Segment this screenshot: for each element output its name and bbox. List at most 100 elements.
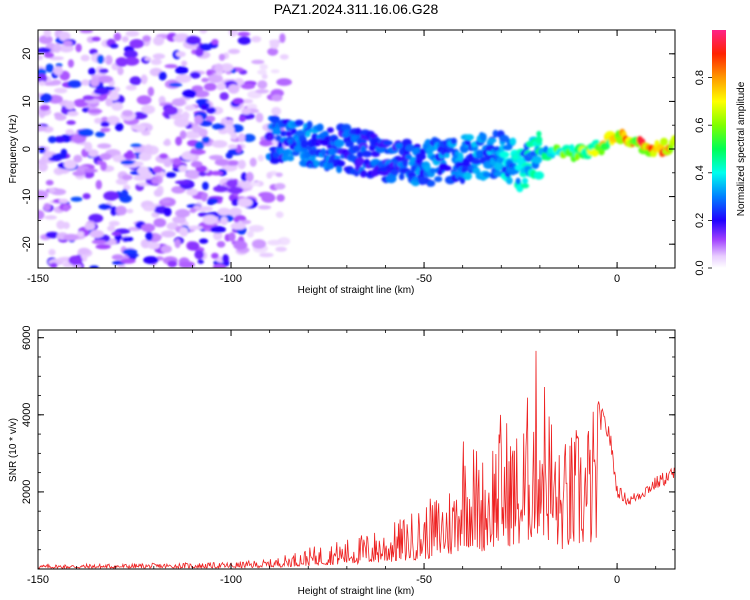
heatmap-cell	[194, 115, 203, 125]
heatmap-cell	[359, 169, 367, 178]
heatmap-cell	[44, 215, 57, 220]
heatmap-cell	[107, 225, 116, 232]
heatmap-cell	[163, 140, 172, 146]
heatmap-cell	[257, 205, 272, 210]
heatmap-cell	[213, 185, 229, 193]
heatmap-cell	[58, 31, 71, 42]
heatmap-cell	[228, 144, 238, 149]
heatmap-cell	[251, 59, 265, 65]
heatmap-cell	[259, 139, 273, 147]
heatmap-cell	[126, 253, 139, 258]
heatmap-cell	[115, 57, 128, 67]
heatmap-cell	[294, 119, 304, 127]
heatmap-cell	[281, 153, 289, 162]
x-tick-label: -150	[27, 574, 49, 586]
heatmap-cell	[84, 222, 96, 231]
heatmap-cell	[398, 173, 405, 181]
heatmap-cell	[237, 31, 251, 37]
heatmap-cell	[67, 80, 82, 88]
heatmap-cell	[213, 231, 223, 241]
heatmap-cell	[190, 161, 203, 168]
heatmap-cell	[172, 216, 187, 224]
heatmap-cell	[129, 39, 144, 49]
heatmap-cell	[228, 30, 238, 37]
heatmap-cell	[68, 255, 83, 266]
heatmap-cell	[88, 67, 96, 75]
heatmap-cell	[153, 189, 163, 197]
heatmap-cell	[38, 190, 49, 200]
heatmap-cell	[130, 143, 142, 148]
heatmap-cell	[189, 208, 197, 214]
heatmap-cell	[106, 115, 120, 126]
heatmap-cell	[194, 250, 204, 260]
heatmap-cell	[173, 117, 190, 128]
heatmap-cell	[174, 180, 191, 185]
heatmap-cell	[49, 56, 64, 61]
heatmap-cell	[194, 141, 205, 151]
heatmap-cell	[45, 63, 54, 73]
heatmap-cell	[450, 137, 457, 145]
heatmap-cell	[91, 239, 106, 245]
heatmap-cell	[214, 63, 224, 73]
heatmap-cell	[463, 172, 473, 181]
heatmap-cell	[316, 123, 324, 132]
heatmap-cell	[66, 120, 76, 125]
heatmap-cell	[259, 63, 268, 70]
heatmap-cell	[140, 74, 148, 85]
heatmap-cell	[54, 87, 68, 94]
heatmap-cell	[261, 193, 276, 203]
heatmap-cell	[153, 218, 167, 228]
heatmap-cell	[271, 94, 283, 102]
heatmap-cell	[443, 153, 450, 159]
x-tick-label: 0	[614, 574, 620, 586]
heatmap-cell	[56, 220, 66, 230]
spectrogram-x-label: Height of straight line (km)	[298, 285, 415, 296]
heatmap-cell	[76, 231, 85, 237]
x-tick-label: -50	[416, 574, 432, 586]
heatmap-cell	[189, 71, 201, 79]
heatmap-cell	[38, 80, 46, 86]
heatmap-cell	[53, 43, 61, 53]
heatmap-cell	[175, 208, 191, 218]
heatmap-cell	[499, 134, 510, 143]
heatmap-cell	[45, 179, 54, 186]
colorbar-tick-label: 0.4	[694, 165, 706, 180]
heatmap-cell	[382, 140, 393, 146]
heatmap-cell	[461, 166, 468, 174]
heatmap-cell	[482, 171, 491, 178]
heatmap-cell	[199, 30, 208, 34]
heatmap-cell	[51, 153, 68, 160]
heatmap-cell	[536, 130, 542, 137]
heatmap-cell	[96, 54, 105, 64]
heatmap-cell	[144, 56, 152, 61]
heatmap-cell	[496, 156, 506, 164]
heatmap-cell	[48, 187, 56, 193]
heatmap-cell	[574, 152, 580, 161]
heatmap-cell	[291, 128, 297, 135]
heatmap-cell	[178, 261, 193, 268]
heatmap-cell	[88, 213, 104, 223]
heatmap-cell	[121, 189, 129, 199]
heatmap-cell	[126, 208, 134, 214]
heatmap-cell	[152, 53, 166, 60]
heatmap-cell	[198, 128, 208, 138]
heatmap-cell	[67, 59, 74, 68]
heatmap-cell	[277, 141, 283, 149]
heatmap-cell	[515, 177, 521, 185]
heatmap-cell	[241, 99, 254, 104]
heatmap-cell	[225, 152, 233, 159]
heatmap-cell	[100, 121, 110, 127]
heatmap-cell	[245, 171, 254, 182]
heatmap-cell	[77, 128, 94, 137]
heatmap-cell	[268, 134, 275, 141]
heatmap-cell	[125, 30, 140, 37]
heatmap-cell	[216, 241, 226, 248]
heatmap-cell	[141, 223, 156, 233]
heatmap-cell	[229, 207, 242, 217]
heatmap-cell	[206, 107, 217, 114]
heatmap-cell	[193, 90, 210, 98]
heatmap-cell	[249, 157, 257, 167]
heatmap-cell	[111, 231, 121, 236]
heatmap-cell	[38, 35, 53, 45]
heatmap-cell	[326, 162, 335, 170]
